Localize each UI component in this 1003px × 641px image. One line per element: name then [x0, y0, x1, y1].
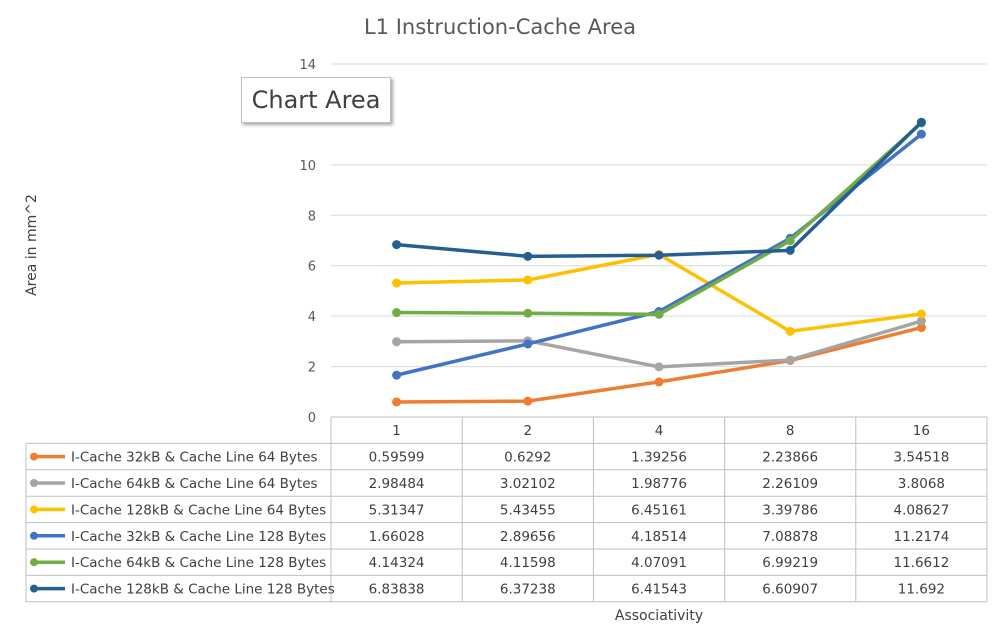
series-line [396, 121, 923, 317]
x-category-label: 8 [786, 423, 795, 439]
data-point [916, 117, 926, 127]
plot-area [392, 117, 926, 407]
data-table-value: 4.07091 [631, 555, 687, 571]
x-category-label: 4 [655, 423, 664, 439]
y-tick-label: 8 [308, 209, 316, 224]
data-point [654, 362, 664, 372]
series-6 [392, 117, 926, 261]
data-table-value: 2.89656 [500, 529, 556, 545]
data-table-value: 6.37238 [500, 582, 556, 598]
data-table: 1 2 4 8 16 I-Cache 32kB & Cache Line 64 Bytes… [25, 416, 988, 603]
data-table-value: 4.08627 [893, 502, 949, 518]
data-table-value: 7.08878 [762, 529, 818, 545]
legend-series-name: I-Cache 32kB & Cache Line 128 Bytes [71, 529, 326, 545]
data-table-value: 6.83838 [369, 582, 425, 598]
y-tick-label: 0 [308, 411, 316, 426]
chart-title: L1 Instruction-Cache Area [364, 15, 636, 39]
data-point [785, 355, 795, 365]
data-point [654, 309, 664, 319]
data-table-value: 3.54518 [893, 450, 949, 466]
data-table-value: 1.98776 [631, 476, 687, 492]
data-point [523, 251, 533, 261]
data-table-value: 3.02102 [500, 476, 556, 492]
data-point [523, 275, 533, 285]
legend-series-name: I-Cache 128kB & Cache Line 128 Bytes [71, 582, 335, 598]
data-point [523, 396, 533, 406]
data-point [785, 326, 795, 336]
data-table-value: 6.60907 [762, 582, 818, 598]
data-table-value: 5.31347 [369, 502, 425, 518]
data-table-value: 4.14324 [369, 555, 425, 571]
x-category-label: 16 [913, 423, 930, 439]
y-tick-label: 6 [308, 260, 316, 275]
data-point [392, 370, 402, 380]
data-table-value: 0.59599 [369, 450, 425, 466]
data-table-value: 0.6292 [504, 450, 551, 466]
data-point [916, 323, 926, 333]
legend-series-name: I-Cache 32kB & Cache Line 64 Bytes [71, 450, 318, 466]
data-table-value: 11.6612 [893, 555, 949, 571]
series-line [396, 319, 922, 369]
data-table-value: 11.692 [898, 582, 945, 598]
data-point [392, 240, 402, 250]
data-table-value: 5.43455 [500, 502, 556, 518]
data-point [654, 250, 664, 260]
data-table-value: 2.23866 [762, 450, 818, 466]
chart-area-tooltip: Chart Area [241, 77, 391, 123]
data-point [392, 308, 402, 318]
data-table-value: 2.26109 [762, 476, 818, 492]
data-table-value: 11.2174 [893, 529, 949, 545]
data-table-value: 2.98484 [369, 476, 425, 492]
data-point [523, 339, 533, 349]
legend-key-marker [30, 584, 38, 593]
data-table-value: 6.45161 [631, 502, 687, 518]
data-point [392, 397, 402, 407]
series-line [396, 120, 923, 259]
gridlines: 0 2 4 6 8 10 14 [299, 58, 987, 426]
y-tick-label: 2 [308, 361, 316, 376]
data-point [392, 337, 402, 347]
legend-key-marker [30, 558, 38, 567]
series-5 [392, 118, 926, 319]
data-point [916, 316, 926, 326]
y-tick-label: 14 [299, 58, 316, 73]
legend-key-marker [30, 531, 38, 540]
legend-series-name: I-Cache 64kB & Cache Line 128 Bytes [71, 555, 326, 571]
series-1 [392, 323, 926, 407]
x-category-label: 1 [392, 423, 401, 439]
data-table-value: 4.11598 [500, 555, 556, 571]
data-point [654, 377, 664, 387]
x-axis-label: Associativity [615, 608, 703, 624]
data-table-value: 1.66028 [369, 529, 425, 545]
legend-series-name: I-Cache 128kB & Cache Line 64 Bytes [71, 502, 326, 518]
data-point [785, 236, 795, 246]
x-category-label: 2 [524, 423, 533, 439]
y-axis-label: Area in mm^2 [24, 194, 40, 296]
y-tick-label: 4 [308, 310, 316, 325]
data-table-value: 3.39786 [762, 502, 818, 518]
data-table-value: 4.18514 [631, 529, 687, 545]
data-table-value: 6.41543 [631, 582, 687, 598]
legend-key-marker [30, 505, 38, 514]
legend-series-name: I-Cache 64kB & Cache Line 64 Bytes [71, 476, 318, 492]
legend-key-marker [30, 479, 38, 487]
data-point [916, 129, 926, 139]
data-table-value: 3.8068 [898, 476, 945, 492]
data-table-value: 1.39256 [631, 450, 687, 466]
data-point [785, 245, 795, 255]
data-point [523, 308, 533, 318]
data-point [916, 309, 926, 319]
data-table-value: 6.99219 [762, 555, 818, 571]
data-point [392, 278, 402, 288]
y-tick-label: 10 [299, 159, 316, 174]
series-3 [392, 249, 926, 336]
legend-key-marker [30, 452, 38, 461]
